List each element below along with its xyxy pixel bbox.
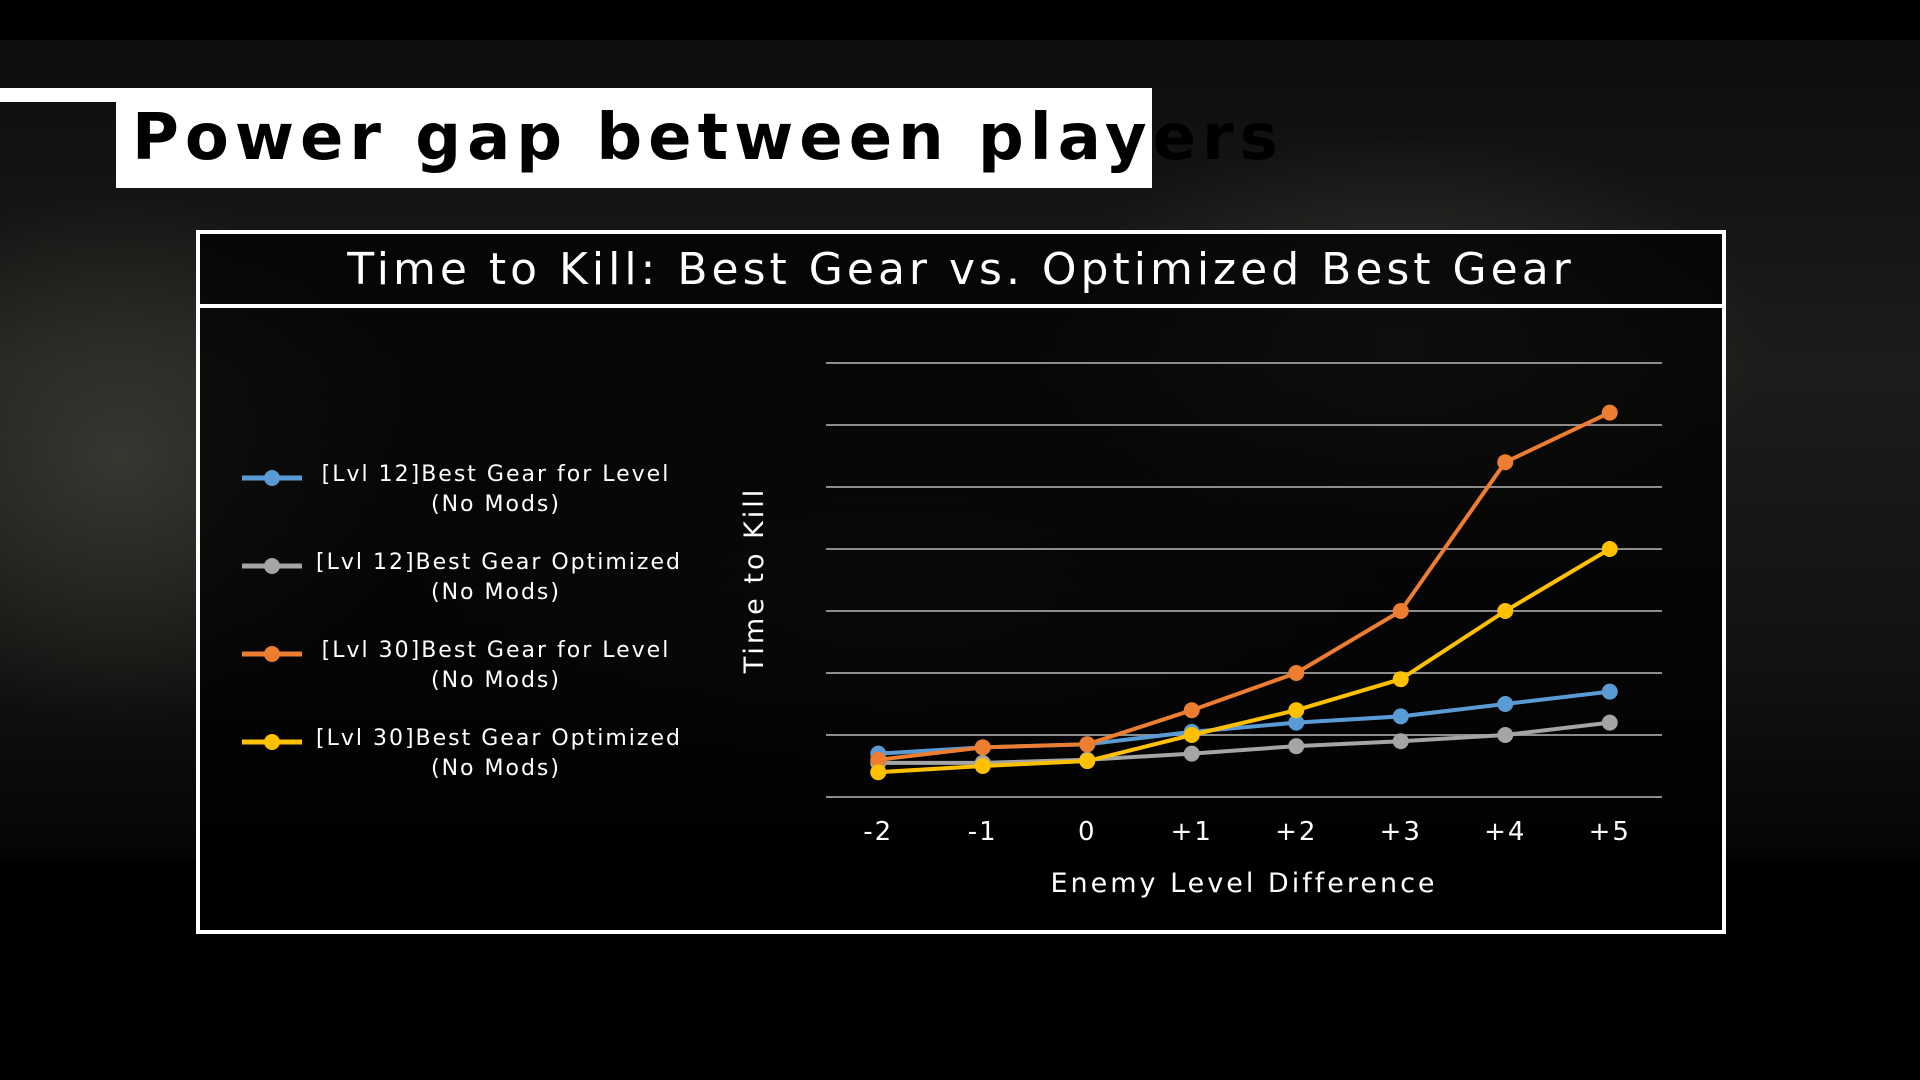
series-line [878, 410, 1611, 762]
data-point [1288, 702, 1305, 719]
legend-label: [Lvl 12]Best Gear for Level (No Mods) [316, 460, 676, 520]
chart-frame: Time to Kill: Best Gear vs. Optimized Be… [196, 230, 1726, 934]
legend-label-line: [Lvl 30]Best Gear for Level [321, 638, 671, 663]
data-point [1288, 665, 1305, 681]
x-tick-label: -2 [863, 817, 893, 847]
legend-label-line: [Lvl 12]Best Gear for Level [321, 462, 671, 487]
legend-label-line: (No Mods) [431, 492, 561, 517]
legend-label: [Lvl 12]Best Gear Optimized (No Mods) [316, 548, 682, 608]
legend-item: [Lvl 30]Best Gear Optimized (No Mods) [240, 724, 700, 812]
data-point [1497, 696, 1514, 712]
x-tick-label: -1 [968, 817, 998, 847]
legend-item: [Lvl 12]Best Gear for Level (No Mods) [240, 460, 700, 548]
legend-swatch [242, 558, 302, 574]
data-point [870, 764, 887, 781]
data-point [1183, 727, 1200, 743]
legend-item: [Lvl 30]Best Gear for Level (No Mods) [240, 636, 700, 724]
legend-swatch [242, 734, 302, 750]
data-point [1392, 671, 1409, 688]
data-point [1601, 683, 1618, 700]
legend-label-line: [Lvl 12]Best Gear Optimized [316, 550, 682, 575]
data-point [1183, 745, 1200, 762]
legend-item: [Lvl 12]Best Gear Optimized (No Mods) [240, 548, 700, 636]
data-point [870, 751, 887, 768]
x-tick-label: 0 [1078, 817, 1097, 847]
legend-swatch-marker [264, 734, 280, 750]
data-point [1601, 541, 1618, 557]
x-tick-label: +2 [1275, 817, 1317, 847]
legend-label-line: (No Mods) [431, 580, 561, 605]
data-point [1497, 603, 1514, 619]
data-point [1601, 404, 1618, 421]
legend-swatch-marker [264, 646, 280, 662]
x-tick-label: +3 [1380, 817, 1422, 847]
title-accent-bar [0, 88, 116, 102]
data-point [974, 739, 991, 756]
y-axis-label: Time to Kill [739, 487, 770, 675]
data-point [1288, 738, 1305, 755]
x-axis-label: Enemy Level Difference [1050, 868, 1437, 899]
x-tick-label: +1 [1171, 817, 1213, 847]
legend-swatch-marker [264, 470, 280, 486]
legend-swatch [242, 646, 302, 662]
data-point [1183, 702, 1200, 719]
legend-label-line: [Lvl 30]Best Gear Optimized [316, 726, 682, 751]
legend-swatch [242, 470, 302, 486]
legend-swatch-marker [264, 558, 280, 574]
slide-title-box: Power gap between players [116, 88, 1278, 188]
legend-label: [Lvl 30]Best Gear for Level (No Mods) [316, 636, 676, 696]
data-point [1392, 733, 1409, 750]
data-point [1079, 753, 1096, 770]
data-point [1392, 708, 1409, 725]
series-line [878, 547, 1611, 775]
data-point [1288, 714, 1305, 731]
legend-label-line: (No Mods) [431, 668, 561, 693]
data-point [1392, 603, 1409, 619]
slide-title: Power gap between players [132, 101, 1284, 175]
data-point [974, 758, 991, 774]
legend-label: [Lvl 30]Best Gear Optimized (No Mods) [316, 724, 682, 784]
data-point [1497, 727, 1514, 743]
x-tick-label: +5 [1589, 817, 1631, 847]
legend-label-line: (No Mods) [431, 756, 561, 781]
series-line [878, 720, 1610, 765]
x-tick-label: +4 [1484, 817, 1526, 847]
data-point [1079, 736, 1096, 753]
chart-legend: [Lvl 12]Best Gear for Level (No Mods) [Lvl… [240, 460, 700, 812]
data-point [1601, 714, 1618, 731]
data-point [1497, 454, 1514, 471]
chart-title: Time to Kill: Best Gear vs. Optimized Be… [200, 234, 1722, 308]
